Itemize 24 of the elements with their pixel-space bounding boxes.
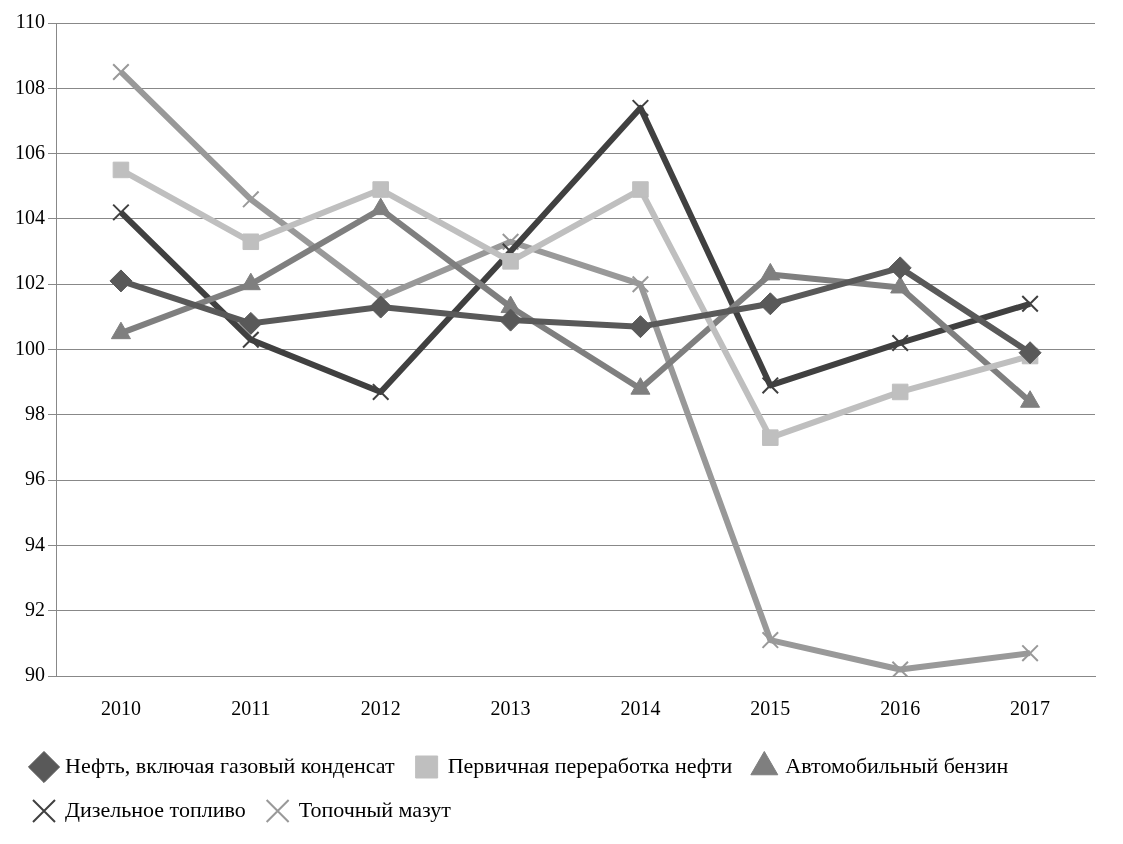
x-tick-label: 2011: [231, 697, 271, 720]
y-tick-label: 108: [15, 75, 45, 98]
y-tick-label: 94: [25, 532, 45, 555]
y-tick-label: 96: [25, 467, 45, 490]
legend-label: Первичная переработка нефти: [447, 752, 733, 778]
legend-label: Дизельное топливо: [65, 796, 246, 822]
x-tick-label: 2013: [490, 697, 531, 720]
y-tick-label: 100: [15, 336, 45, 359]
y-tick-label: 98: [25, 402, 45, 425]
x-tick-label: 2016: [880, 697, 921, 720]
y-tick-label: 106: [15, 140, 45, 163]
y-tick-label: 90: [25, 663, 45, 686]
x-tick-label: 2014: [620, 697, 661, 720]
legend-label: Топочный мазут: [298, 796, 452, 822]
y-tick-label: 110: [15, 10, 45, 33]
y-tick-label: 92: [25, 597, 45, 620]
legend-label: Автомобильный бензин: [785, 752, 1009, 778]
x-tick-label: 2015: [750, 697, 791, 720]
x-tick-label: 2010: [100, 697, 141, 720]
y-tick-label: 102: [15, 271, 45, 294]
x-tick-label: 2017: [1010, 697, 1051, 720]
y-tick-label: 104: [15, 206, 45, 229]
x-tick-label: 2012: [360, 697, 401, 720]
legend-label: Нефть, включая газовый конденсат: [65, 752, 396, 778]
